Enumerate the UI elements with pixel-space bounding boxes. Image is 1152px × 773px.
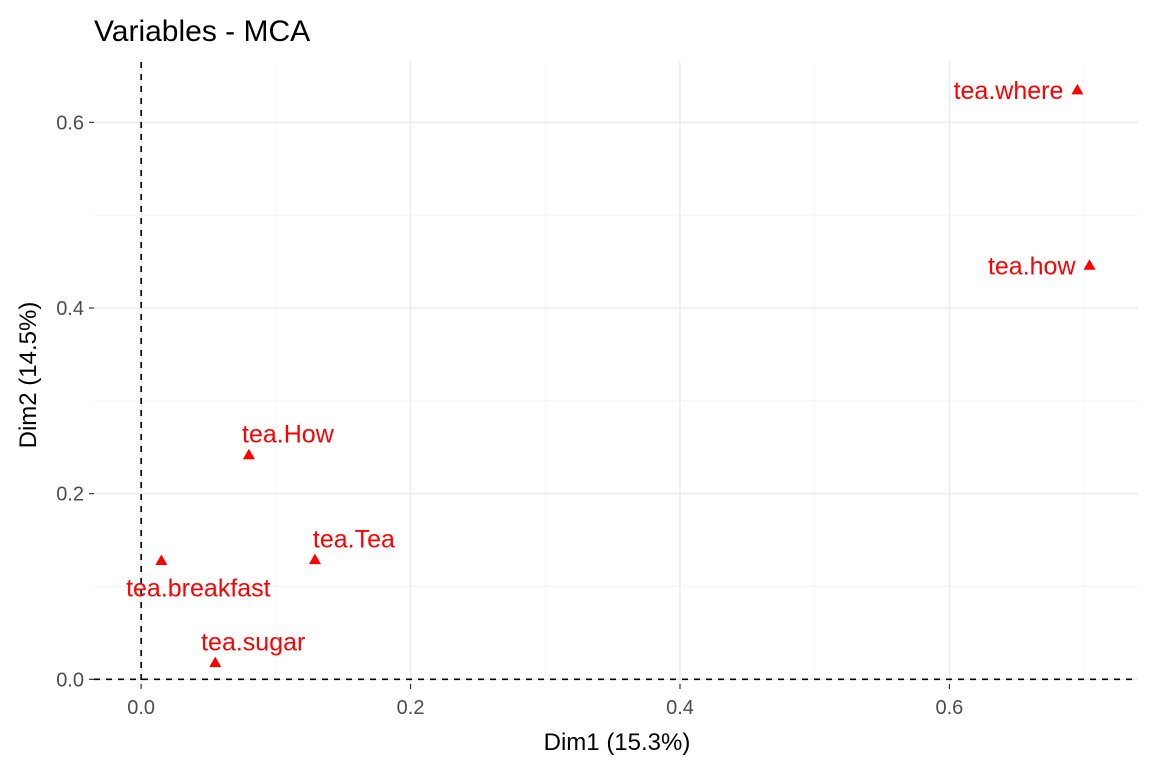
y-tick-label: 0.4 [56,298,84,320]
y-tick-label: 0.0 [56,669,84,691]
reference-lines [94,62,1138,684]
point-label: tea.how [988,252,1077,280]
point-marker-tea-sugar [209,656,222,668]
axis-ticks: 0.0 0.2 0.4 0.6 0.0 0.2 0.4 0.6 [56,112,963,719]
point-marker-tea-breakfast [155,554,168,566]
x-tick-label: 0.2 [397,697,425,719]
point-label: tea.sugar [201,629,305,657]
point-label: tea.breakfast [126,575,271,603]
point-label: tea.where [954,77,1064,105]
y-tick-label: 0.6 [56,112,84,134]
point-labels: tea.where tea.how tea.How tea.Tea tea.breakf… [126,77,1076,657]
x-tick-label: 0.0 [127,697,155,719]
point-marker-tea-where [1071,83,1084,95]
y-axis-title: Dim2 (14.5%) [15,302,42,449]
x-axis-title: Dim1 (15.3%) [544,729,691,756]
points [155,83,1096,668]
point-marker-tea-how [1083,259,1096,270]
x-tick-label: 0.4 [666,697,694,719]
point-marker-tea-Tea [308,553,321,565]
x-tick-label: 0.6 [936,697,964,719]
point-label: tea.How [242,421,335,449]
point-label: tea.Tea [313,526,395,554]
y-tick-label: 0.2 [56,484,84,506]
point-marker-tea-How [242,448,255,460]
chart-title: Variables - MCA [94,15,310,48]
